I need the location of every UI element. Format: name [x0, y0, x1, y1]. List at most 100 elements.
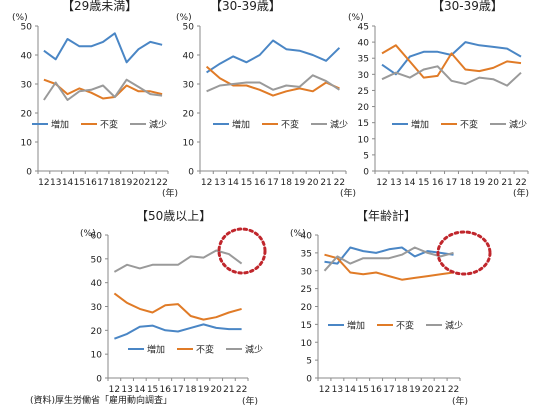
chart3-y-tick-label: 45 [358, 23, 369, 33]
chart3-x-unit: (年) [513, 187, 529, 199]
chart1-x-tick-label: 13 [50, 178, 61, 188]
chart1-series-line-増加 [43, 32, 163, 64]
chart5-y-tick-label: 15 [301, 321, 312, 331]
chart2-y-tick-label: 40 [183, 52, 195, 62]
chart3-y-tick-label: 30 [358, 71, 370, 81]
chart4-series-line-不変 [113, 292, 242, 321]
chart3-y-tick-label: 25 [358, 87, 369, 97]
chart4-y-tick-label: 10 [91, 351, 103, 361]
chart4-legend-label: 不変 [196, 344, 214, 356]
chart4-x-unit: (年) [242, 395, 258, 407]
chart1-x-tick-label: 20 [133, 178, 145, 188]
chart3-y-tick-label: 20 [358, 103, 370, 113]
chart3-y-tick-label: 40 [358, 39, 370, 49]
chart4-x-tick-label: 17 [172, 385, 183, 395]
chart5-x-tick-label: 17 [383, 385, 394, 395]
chart3-y-tick-label: 5 [363, 151, 369, 161]
chart5-x-tick-label: 12 [319, 385, 330, 395]
chart5-x-tick-label: 15 [357, 385, 368, 395]
chart4-x-tick-label: 22 [236, 385, 247, 395]
chart2-x-tick-label: 13 [214, 178, 225, 188]
chart1-y-tick-label: 30 [21, 81, 33, 91]
chart4-x-tick-label: 15 [147, 385, 158, 395]
chart1-x-tick-label: 14 [62, 178, 74, 188]
chart1-x-tick-label: 21 [145, 178, 156, 188]
chart5-highlight-circle [436, 230, 492, 276]
chart2-x-tick-label: 17 [267, 178, 278, 188]
chart1-series-line-不変 [43, 78, 163, 100]
chart5-y-tick-label: 40 [301, 232, 313, 242]
chart3-x-tick-label: 16 [432, 178, 444, 188]
source-note: (資料)厚生労働省「雇用動向調査」 [30, 396, 173, 406]
chart2-x-tick-label: 16 [254, 178, 266, 188]
chart1-x-tick-label: 17 [97, 178, 108, 188]
chart4-x-tick-label: 18 [185, 385, 197, 395]
chart1-x-tick-label: 22 [156, 178, 167, 188]
chart3-x-tick-label: 18 [460, 178, 472, 188]
chart3-x-tick-label: 19 [474, 178, 486, 188]
chart1-y-tick-label: 10 [21, 139, 33, 149]
chart4-x-tick-label: 16 [160, 385, 172, 395]
chart2-y-tick-label: 50 [183, 23, 195, 33]
chart1-y-unit: (%) [12, 13, 28, 23]
chart5-x-tick-label: 14 [345, 385, 357, 395]
chart1-legend-label: 増加 [51, 119, 69, 131]
chart5-series-line-不変 [324, 253, 454, 281]
chart3-x-tick-label: 12 [376, 178, 387, 188]
chart1-series-line-減少 [43, 78, 163, 101]
chart3-series-line-増加 [381, 41, 522, 76]
chart1-title: 【29歳未満】 [62, 0, 137, 13]
chart3-series-line-減少 [381, 65, 522, 87]
chart1-x-tick-label: 18 [109, 178, 121, 188]
chart2-legend-label: 減少 [330, 119, 348, 131]
chart2-x-tick-label: 12 [201, 178, 212, 188]
chart3-legend-label: 増加 [411, 119, 429, 131]
chart3-x-tick-label: 21 [501, 178, 512, 188]
chart5-title: 【年齢計】 [356, 208, 416, 223]
chart4-legend-label: 減少 [245, 344, 263, 356]
chart5-x-tick-label: 22 [448, 385, 459, 395]
chart2-y-tick-label: 0 [188, 168, 194, 178]
chart2-x-tick-label: 20 [307, 178, 319, 188]
chart3-x-tick-label: 22 [515, 178, 526, 188]
chart4-y-tick-label: 60 [91, 232, 103, 242]
chart4-x-tick-label: 21 [223, 385, 234, 395]
chart1-x-unit: (年) [162, 187, 178, 199]
chart5-y-tick-label: 25 [301, 285, 312, 295]
chart4-y-unit: (%) [80, 229, 96, 239]
chart2-x-tick-label: 15 [241, 178, 252, 188]
chart3-x-tick-label: 15 [418, 178, 429, 188]
chart4-x-tick-label: 13 [121, 385, 132, 395]
chart5-series-line-減少 [323, 246, 454, 272]
chart4-highlight-circle [217, 227, 267, 275]
chart3-x-tick-label: 20 [488, 178, 500, 188]
chart4-y-tick-label: 0 [96, 375, 102, 385]
chart3-legend-label: 減少 [509, 119, 527, 131]
chart2-x-tick-label: 22 [334, 178, 345, 188]
chart5-y-tick-label: 10 [301, 339, 313, 349]
chart1-legend-label: 不変 [100, 119, 118, 131]
chart2-x-tick-label: 21 [320, 178, 331, 188]
chart1-y-tick-label: 40 [21, 52, 33, 62]
chart4-x-tick-label: 12 [109, 385, 120, 395]
chart5-x-tick-label: 16 [370, 385, 382, 395]
chart5-y-unit: (%) [290, 229, 306, 239]
chart4-y-tick-label: 50 [91, 255, 103, 265]
chart1-y-tick-label: 50 [21, 23, 33, 33]
chart4-legend-label: 増加 [147, 344, 165, 356]
chart1-y-tick-label: 0 [26, 168, 32, 178]
chart5-x-unit: (年) [452, 395, 468, 407]
chart5-y-tick-label: 5 [306, 357, 312, 367]
chart5-x-tick-label: 13 [332, 385, 343, 395]
chart2-x-tick-label: 19 [294, 178, 306, 188]
chart3-y-unit: (%) [348, 13, 364, 23]
chart5-x-tick-label: 18 [396, 385, 408, 395]
chart1-legend-label: 減少 [149, 119, 167, 131]
chart2-y-tick-label: 10 [183, 139, 195, 149]
chart5-legend-label: 減少 [445, 320, 463, 332]
chart3-legend-label: 不変 [460, 119, 478, 131]
chart4-x-tick-label: 20 [210, 385, 222, 395]
chart3-y-tick-label: 35 [358, 55, 369, 65]
chart5-x-tick-label: 20 [422, 385, 434, 395]
